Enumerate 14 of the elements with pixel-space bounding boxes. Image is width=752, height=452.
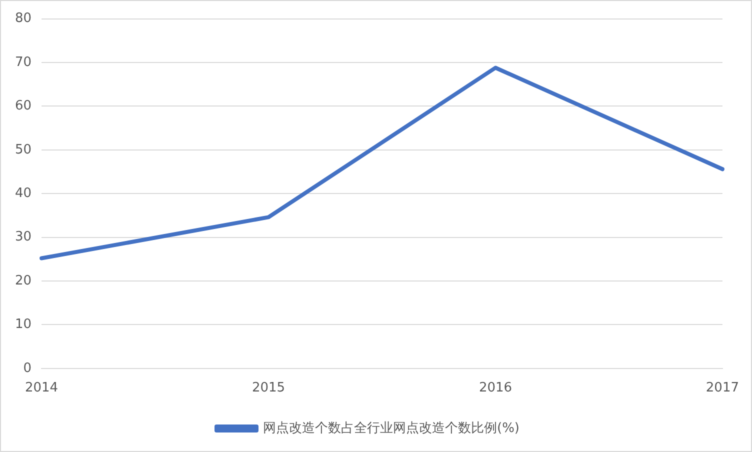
x-tick-label: 2016: [478, 380, 512, 396]
x-tick-label: 2015: [252, 380, 286, 396]
legend-label: 网点改造个数占全行业网点改造个数比例(%): [263, 420, 520, 436]
x-tick-label: 2014: [24, 380, 58, 396]
y-tick-label: 60: [14, 98, 32, 114]
y-tick-label: 70: [14, 54, 32, 70]
y-tick-label: 20: [14, 273, 32, 288]
y-tick-label: 80: [14, 11, 32, 26]
y-tick-label: 30: [14, 230, 32, 245]
x-tick-label: 2017: [706, 380, 740, 396]
y-tick-label: 0: [23, 360, 32, 376]
y-tick-label: 50: [14, 142, 32, 158]
y-tick-label: 40: [14, 186, 32, 201]
y-tick-label: 10: [14, 317, 32, 332]
